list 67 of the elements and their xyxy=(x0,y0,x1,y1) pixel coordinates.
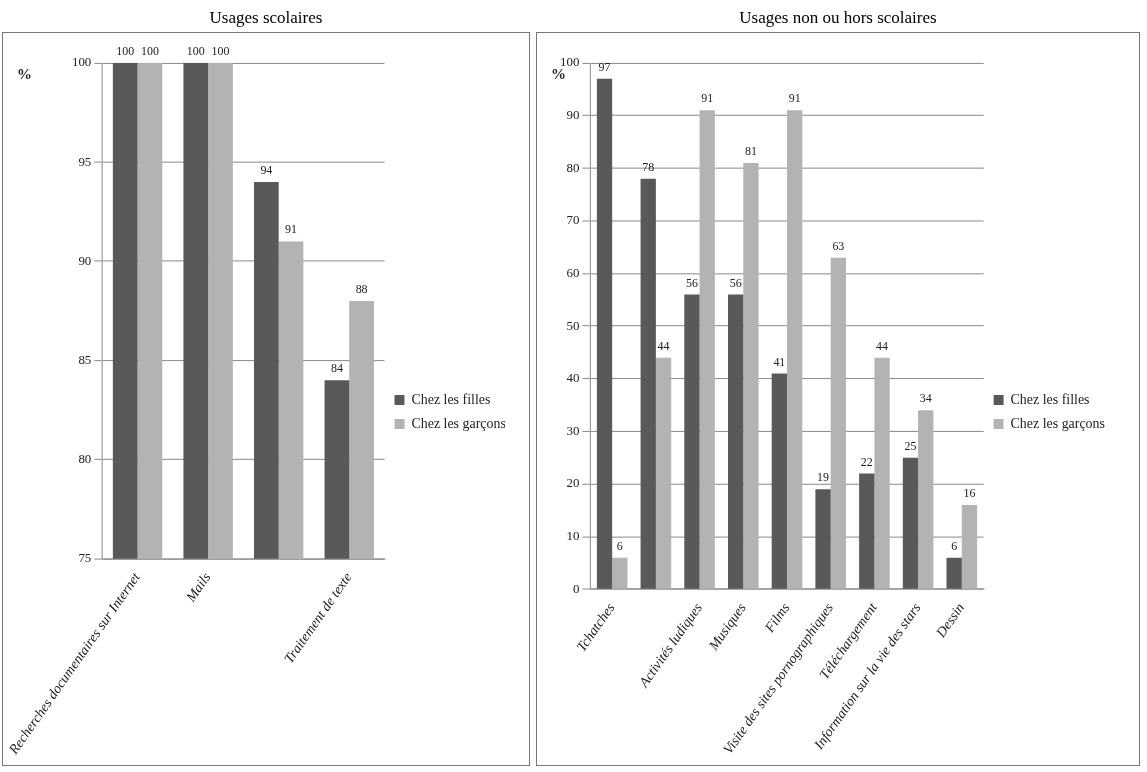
data-label: 78 xyxy=(642,159,655,174)
y-tick-label: 85 xyxy=(78,351,92,367)
y-tick-label: 100 xyxy=(71,54,92,70)
data-label: 41 xyxy=(773,354,786,369)
data-label: 100 xyxy=(116,43,135,58)
bar xyxy=(612,557,628,589)
bar xyxy=(771,373,787,589)
data-label: 16 xyxy=(963,486,976,501)
y-tick-label: 95 xyxy=(78,153,92,169)
data-label: 19 xyxy=(817,470,830,485)
legend-label: Chez les garçons xyxy=(1010,415,1105,431)
bar xyxy=(859,473,875,589)
data-label: 91 xyxy=(285,222,298,237)
data-label: 56 xyxy=(729,275,742,290)
data-label: 100 xyxy=(140,43,159,58)
y-tick-label: 50 xyxy=(566,317,580,333)
data-label: 100 xyxy=(211,43,230,58)
data-label: 25 xyxy=(904,438,917,453)
data-label: 22 xyxy=(860,454,873,469)
data-label: 91 xyxy=(701,91,714,106)
y-tick-label: 30 xyxy=(566,422,580,438)
data-label: 56 xyxy=(685,275,698,290)
y-tick-label: 80 xyxy=(78,451,92,467)
y-tick-label: 90 xyxy=(566,106,580,122)
legend-label: Chez les garçons xyxy=(411,415,506,431)
chart-title: Usages non ou hors scolaires xyxy=(739,7,937,29)
chart-title: Usages scolaires xyxy=(209,7,323,29)
bar xyxy=(743,162,759,589)
y-tick-label: 40 xyxy=(566,370,580,386)
data-label: 6 xyxy=(616,538,623,553)
data-label: 84 xyxy=(330,361,343,376)
bar xyxy=(727,294,744,589)
y-tick-label: 60 xyxy=(566,264,580,280)
bar xyxy=(684,294,700,589)
y-tick-label: 75 xyxy=(78,550,92,566)
bar xyxy=(918,410,934,589)
bar xyxy=(961,505,978,589)
data-label: 97 xyxy=(598,59,611,74)
y-tick-label: 80 xyxy=(566,159,580,175)
data-label: 44 xyxy=(876,338,889,353)
legend-label: Chez les filles xyxy=(411,391,491,407)
data-label: 100 xyxy=(186,43,205,58)
y-tick-label: 10 xyxy=(566,528,580,544)
y-tick-label: 90 xyxy=(78,252,92,268)
bar xyxy=(699,110,715,589)
bar xyxy=(655,357,672,589)
y-tick-label: 0 xyxy=(572,580,580,596)
bar xyxy=(815,489,831,589)
data-label: 88 xyxy=(355,281,368,296)
legend-label: Chez les filles xyxy=(1010,391,1090,407)
bar xyxy=(902,457,919,589)
bar xyxy=(830,257,846,589)
y-tick-label: 20 xyxy=(566,475,580,491)
data-label: 44 xyxy=(657,338,670,353)
data-label: 63 xyxy=(832,238,845,253)
data-label: 91 xyxy=(788,91,801,106)
bar xyxy=(786,110,803,589)
data-label: 94 xyxy=(260,162,273,177)
data-label: 6 xyxy=(951,538,958,553)
bar xyxy=(946,557,962,589)
bar xyxy=(874,357,890,589)
y-tick-label: 70 xyxy=(566,212,580,228)
y-axis-title: % xyxy=(16,65,32,82)
bar xyxy=(596,78,613,589)
data-label: 81 xyxy=(744,143,757,158)
data-label: 34 xyxy=(919,391,932,406)
bar xyxy=(640,178,656,589)
